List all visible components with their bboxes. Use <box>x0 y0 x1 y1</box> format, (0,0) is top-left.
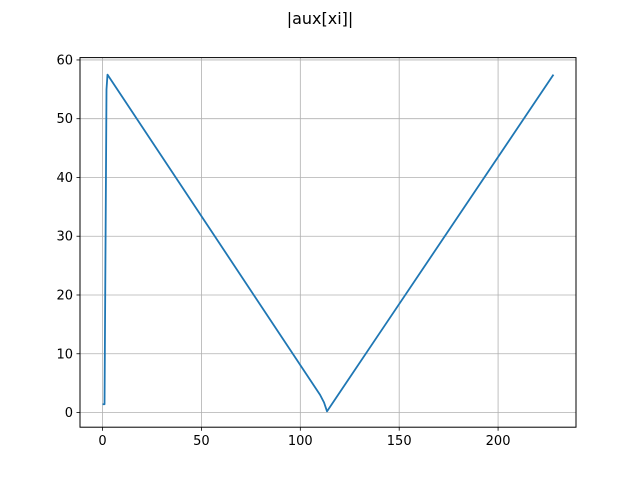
x-tick-label: 150 <box>387 434 412 449</box>
y-tick-label: 20 <box>56 288 73 303</box>
y-tick-label: 40 <box>56 171 73 186</box>
y-tick-label: 50 <box>56 112 73 127</box>
chart-title: |aux[xi]| <box>287 9 354 28</box>
grid <box>80 57 576 428</box>
y-tick-label: 0 <box>65 406 73 421</box>
x-tick-label: 0 <box>98 434 106 449</box>
y-tick-label: 10 <box>56 347 73 362</box>
x-tick-label: 50 <box>193 434 210 449</box>
y-tick-label: 60 <box>56 53 73 68</box>
series-line <box>102 73 555 413</box>
x-axis: 0 50 100 150 200 <box>98 427 510 449</box>
x-tick-label: 100 <box>288 434 313 449</box>
plot-frame <box>79 57 577 428</box>
x-tick-label: 200 <box>486 434 511 449</box>
y-axis: 0 10 20 30 40 50 60 <box>56 53 80 421</box>
series-layer <box>102 73 555 413</box>
y-tick-label: 30 <box>56 230 73 245</box>
